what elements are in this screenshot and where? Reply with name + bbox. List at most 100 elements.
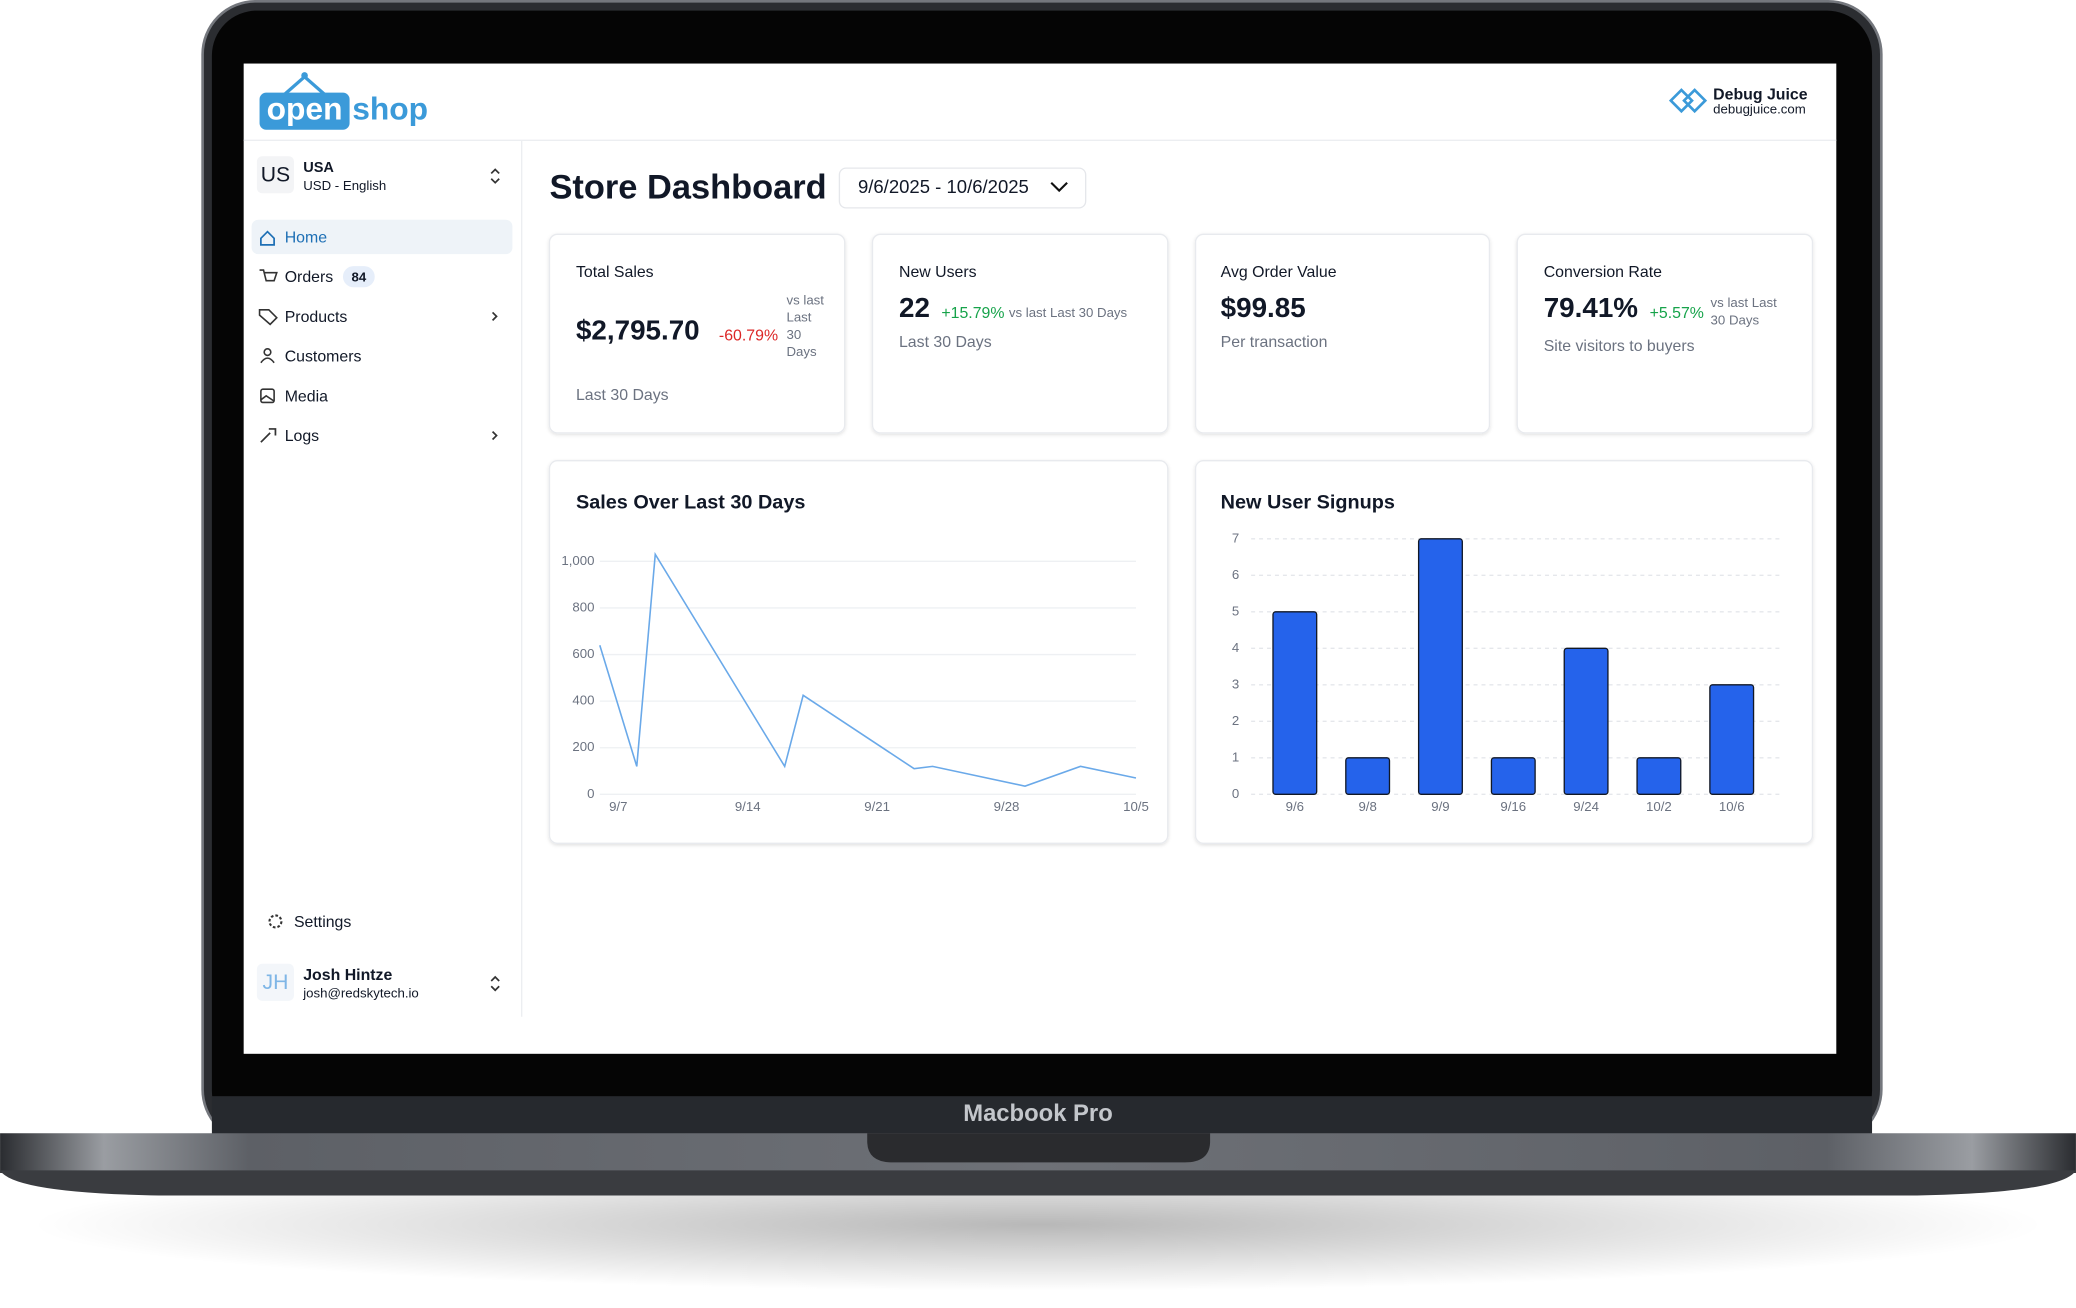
date-picker[interactable] bbox=[838, 167, 1087, 209]
wrench-icon bbox=[260, 428, 277, 443]
media-icon bbox=[260, 388, 275, 404]
user-icon bbox=[260, 348, 275, 364]
logo-open[interactable]: open bbox=[267, 91, 343, 127]
card-footer: Per transaction bbox=[1221, 334, 1328, 351]
chart-card bbox=[548, 460, 1169, 844]
y-tick-label: 5 bbox=[1232, 603, 1239, 618]
x-tick-label: 9/24 bbox=[1573, 799, 1599, 814]
notch bbox=[867, 1133, 1211, 1163]
card-title: Avg Order Value bbox=[1221, 264, 1337, 281]
card-comparison: vs last Last 30 Days bbox=[786, 293, 824, 361]
gear-icon bbox=[268, 914, 283, 929]
brand-url[interactable]: debugjuice.com bbox=[1713, 101, 1806, 116]
brand-icon bbox=[1668, 88, 1708, 114]
bezel-strip bbox=[211, 1096, 1873, 1136]
y-tick-label: 0 bbox=[1232, 786, 1239, 801]
brand-name[interactable]: Debug Juice bbox=[1713, 87, 1808, 104]
y-tick-label: 3 bbox=[1232, 676, 1239, 691]
x-tick-label: 10/6 bbox=[1719, 799, 1745, 814]
y-tick-label: 400 bbox=[572, 693, 594, 708]
y-tick-label: 1,000 bbox=[561, 553, 594, 568]
card-value: 79.41% bbox=[1544, 292, 1638, 323]
logo-badge[interactable] bbox=[259, 92, 350, 130]
chart-card bbox=[1194, 460, 1814, 844]
locale-chevron[interactable] bbox=[490, 168, 500, 184]
x-tick-label: 10/2 bbox=[1646, 799, 1672, 814]
card-comparison-box: vs last Last 30 Days bbox=[1710, 296, 1777, 329]
nav-orders[interactable]: Orders bbox=[285, 269, 334, 286]
date-chevron[interactable] bbox=[1050, 181, 1068, 193]
chevron[interactable] bbox=[491, 430, 498, 441]
card-value: 22 bbox=[899, 292, 930, 323]
user-email[interactable]: josh@redskytech.io bbox=[302, 986, 419, 1001]
orders-badge-text[interactable]: 84 bbox=[351, 270, 366, 285]
orders-badge[interactable] bbox=[342, 266, 375, 288]
card bbox=[1194, 233, 1491, 434]
nav-logs[interactable]: Logs bbox=[285, 428, 319, 445]
card-value: $99.85 bbox=[1221, 292, 1306, 323]
card-change: -60.79% bbox=[719, 327, 778, 344]
home-icon bbox=[260, 230, 275, 246]
bar bbox=[1345, 757, 1391, 795]
nav-customers[interactable]: Customers bbox=[285, 349, 362, 366]
x-tick-label: 9/28 bbox=[994, 799, 1020, 814]
y-tick-label: 600 bbox=[572, 646, 594, 661]
y-tick-label: 1 bbox=[1232, 749, 1239, 764]
card-comparison: vs last Last 30 Days bbox=[1710, 296, 1777, 329]
locale-country[interactable]: USA bbox=[303, 160, 334, 176]
card-footer: Site visitors to buyers bbox=[1544, 338, 1695, 355]
user-name[interactable]: Josh Hintze bbox=[303, 967, 392, 984]
avatar[interactable] bbox=[256, 963, 294, 1001]
logo-dot bbox=[301, 72, 308, 79]
bar bbox=[1490, 757, 1536, 795]
card-title: Conversion Rate bbox=[1544, 264, 1662, 281]
y-tick-label: 0 bbox=[587, 786, 594, 801]
nav-media[interactable]: Media bbox=[285, 388, 328, 405]
nav-active-bg[interactable] bbox=[251, 219, 513, 255]
nav-products[interactable]: Products bbox=[285, 309, 348, 326]
y-tick-label: 200 bbox=[572, 739, 594, 754]
card-change: +5.57% bbox=[1650, 305, 1704, 322]
cart-icon bbox=[259, 269, 278, 282]
chart-title: Sales Over Last 30 Days bbox=[576, 491, 805, 513]
y-tick-label: 7 bbox=[1232, 530, 1239, 545]
card bbox=[871, 233, 1169, 434]
card-change: +15.79% bbox=[941, 305, 1004, 322]
user-chevron[interactable] bbox=[490, 975, 500, 992]
logo-shop[interactable]: shop bbox=[352, 91, 428, 127]
sales-line bbox=[599, 551, 1137, 788]
page-title: Store Dashboard bbox=[549, 168, 826, 206]
nav-home[interactable]: Home bbox=[285, 229, 328, 246]
x-tick-label: 9/6 bbox=[1286, 799, 1304, 814]
card-comparison: vs last Last 30 Days bbox=[1009, 305, 1128, 320]
card-comparison-box: vs last Last 30 Days bbox=[786, 293, 824, 361]
x-tick-label: 9/7 bbox=[609, 799, 627, 814]
y-tick-label: 2 bbox=[1232, 713, 1239, 728]
bar bbox=[1636, 757, 1682, 795]
x-tick-label: 9/14 bbox=[735, 799, 761, 814]
date-range[interactable]: 9/6/2025 - 10/6/2025 bbox=[858, 176, 1029, 197]
bar bbox=[1417, 538, 1463, 795]
card-title: New Users bbox=[899, 264, 977, 281]
card bbox=[1516, 233, 1814, 434]
x-tick-label: 9/16 bbox=[1500, 799, 1526, 814]
chevron[interactable] bbox=[491, 311, 498, 321]
x-tick-label: 9/9 bbox=[1431, 799, 1449, 814]
y-tick-label: 800 bbox=[572, 599, 594, 614]
card-footer: Last 30 Days bbox=[576, 387, 669, 404]
settings[interactable]: Settings bbox=[294, 914, 351, 931]
card-value: $2,795.70 bbox=[576, 315, 700, 346]
locale-code[interactable]: US bbox=[261, 164, 290, 187]
bar bbox=[1272, 611, 1318, 795]
x-tick-label: 9/21 bbox=[864, 799, 890, 814]
locale-box[interactable] bbox=[256, 156, 294, 194]
laptop-base-bottom bbox=[0, 1170, 2076, 1196]
avatar-initials[interactable]: JH bbox=[262, 971, 288, 994]
bar bbox=[1563, 647, 1609, 795]
device-label: Macbook Pro bbox=[963, 1100, 1113, 1127]
locale-currency[interactable]: USD - English bbox=[303, 178, 386, 193]
x-tick-label: 10/5 bbox=[1123, 799, 1149, 814]
card-footer: Last 30 Days bbox=[899, 334, 992, 351]
bar bbox=[1709, 684, 1755, 795]
chart-title: New User Signups bbox=[1221, 491, 1395, 513]
